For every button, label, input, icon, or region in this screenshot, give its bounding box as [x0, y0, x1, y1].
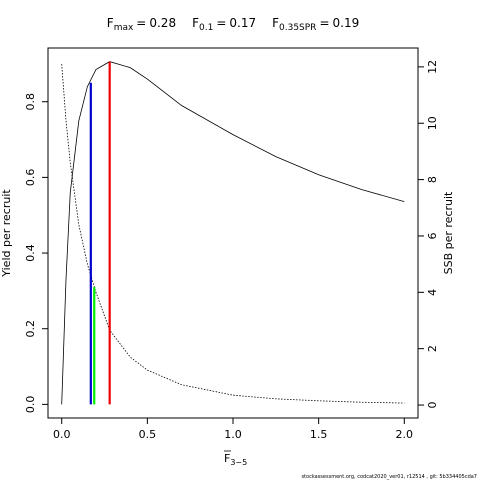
y-tick-label: 0.6: [24, 169, 37, 187]
y2-tick-label: 6: [426, 232, 439, 239]
footnote: stockassessment.org, codcat2020_ver01, r…: [301, 474, 477, 480]
y2-tick-label: 8: [426, 176, 439, 183]
y-axis-label: Yield per recruit: [0, 189, 13, 278]
title-symbol: F: [192, 16, 199, 30]
x-tick-label: 2.0: [396, 428, 414, 441]
y2-axis-label: SSB per recruit: [442, 191, 455, 274]
title-subscript: 0.1: [199, 23, 213, 33]
title-subscript: max: [114, 23, 134, 33]
y-tick-label: 0.8: [24, 93, 37, 111]
series-line: [61, 61, 405, 405]
y-tick-label: 0.4: [24, 244, 37, 262]
plot-box: [47, 47, 419, 419]
title-symbol: F: [107, 16, 114, 30]
title-sep: =: [319, 16, 329, 30]
y2-tick-label: 4: [426, 289, 439, 296]
y2-tick-label: 10: [426, 116, 439, 130]
title-sep: =: [136, 16, 146, 30]
title-value: 0.28: [149, 16, 176, 30]
x-axis-label: F3−5: [224, 452, 247, 467]
y-tick-label: 0.0: [24, 396, 37, 414]
x-tick-label: 1.5: [310, 428, 328, 441]
title-sep: =: [216, 16, 226, 30]
x-tick-label: 1.0: [224, 428, 242, 441]
y2-tick-label: 0: [426, 402, 439, 409]
title-subscript: 0.35SPR: [279, 23, 316, 33]
y-tick-label: 0.2: [24, 320, 37, 338]
title-symbol: F: [272, 16, 279, 30]
y2-tick-label: 12: [426, 60, 439, 74]
x-label-symbol: F: [224, 452, 230, 465]
title-value: 0.19: [333, 16, 360, 30]
chart-title: Fmax = 0.28 F0.1 = 0.17 F0.35SPR = 0.19: [107, 16, 359, 33]
x-tick-label: 0.0: [53, 428, 71, 441]
title-value: 0.17: [229, 16, 256, 30]
series-line: [61, 64, 405, 404]
x-tick-label: 0.5: [139, 428, 157, 441]
y2-tick-label: 2: [426, 345, 439, 352]
x-label-subscript: 3−5: [230, 458, 247, 467]
